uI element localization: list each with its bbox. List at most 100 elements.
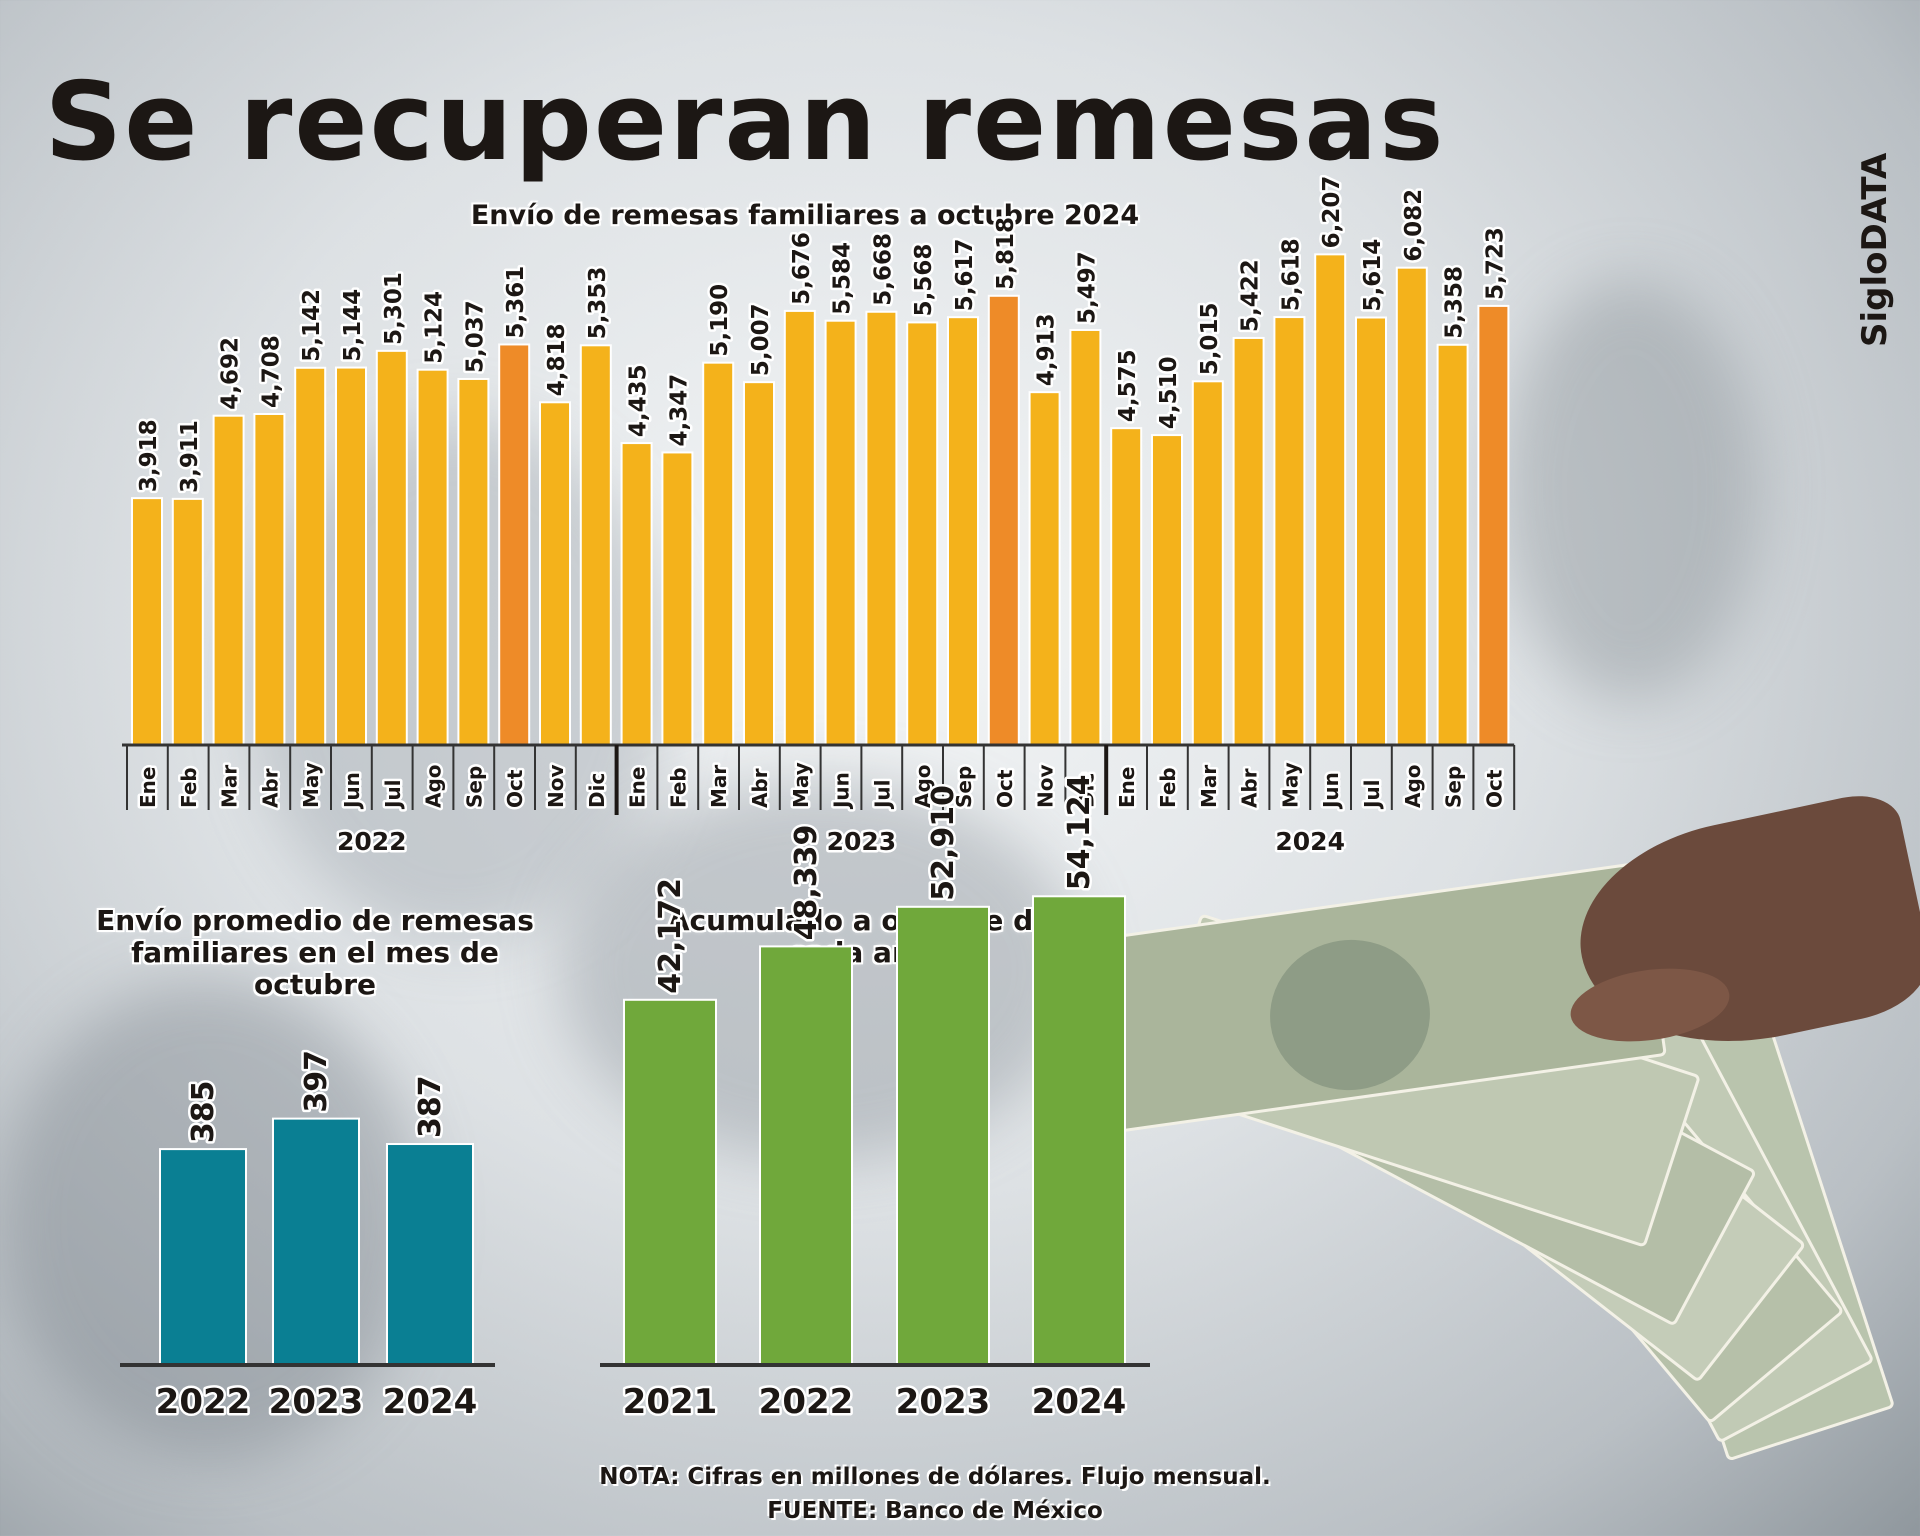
month-tick-label: Ago [422, 764, 446, 808]
monthly-bar [1069, 328, 1102, 746]
monthly-value-label: 5,497 [1074, 251, 1100, 324]
monthly-value-label: 5,818 [993, 217, 1019, 290]
month-tick-label: Sep [1442, 766, 1466, 808]
monthly-value-label: 5,568 [911, 244, 937, 317]
background-blur-shape [1500, 280, 1760, 700]
monthly-bar [1314, 253, 1347, 747]
monthly-bar [1110, 427, 1143, 746]
month-tick-label: May [299, 762, 323, 808]
monthly-bar [457, 377, 490, 746]
monthly-value-label: 5,614 [1360, 239, 1386, 312]
monthly-bar [1477, 304, 1510, 746]
monthly-value-label: 5,617 [952, 238, 978, 311]
monthly-value-label: 5,723 [1482, 227, 1508, 300]
monthly-bar [1436, 343, 1469, 746]
average-chart-title-line: Envío promedio de remesas [96, 904, 534, 937]
month-tick-label: Mar [218, 765, 242, 808]
year-group-label: 2023 [827, 827, 897, 856]
month-tick-label: Sep [462, 766, 486, 808]
monthly-value-label: 6,082 [1401, 189, 1427, 262]
cumulative-year-label: 2021 [623, 1382, 718, 1422]
monthly-chart-title: Envío de remesas familiares a octubre 20… [470, 200, 1140, 231]
monthly-value-label: 5,037 [462, 300, 488, 373]
monthly-value-label: 5,668 [870, 233, 896, 306]
month-tick-label: Nov [544, 764, 568, 808]
month-tick-label: Nov [1034, 764, 1058, 808]
month-tick-label: Abr [748, 768, 772, 808]
monthly-value-label: 4,435 [626, 364, 652, 437]
average-year-label: 2024 [383, 1382, 478, 1422]
monthly-bar [661, 451, 694, 746]
monthly-value-label: 5,124 [422, 291, 448, 364]
month-tick-label: Jun [340, 772, 364, 810]
month-tick-label: Oct [503, 769, 527, 808]
month-tick-label: Ago [1401, 764, 1425, 808]
cumulative-bar [1032, 895, 1126, 1366]
footnotes: NOTA: Cifras en millones de dólares. Flu… [0, 1460, 1870, 1528]
page-title: Se recuperan remesas [44, 60, 1446, 185]
note-text: NOTA: Cifras en millones de dólares. Flu… [599, 1464, 1271, 1490]
cumulative-value-label: 52,910 [926, 785, 961, 901]
monthly-bar [620, 442, 653, 746]
monthly-value-label: 5,007 [748, 303, 774, 376]
year-group-label: 2024 [1275, 827, 1345, 856]
cumulative-value-label: 48,339 [789, 825, 824, 941]
cumulative-bar [759, 945, 853, 1367]
monthly-bar [987, 294, 1020, 746]
monthly-value-label: 5,422 [1238, 259, 1264, 332]
month-tick-label: Mar [707, 765, 731, 808]
average-value-label: 397 [299, 1050, 334, 1113]
month-tick-label: May [789, 762, 813, 808]
monthly-bar [294, 366, 327, 746]
month-tick-label: Dic [585, 773, 609, 808]
month-tick-label: Mar [1197, 765, 1221, 808]
average-bar [386, 1143, 474, 1367]
month-tick-label: Ene [136, 767, 160, 808]
average-year-label: 2022 [156, 1382, 251, 1422]
cumulative-bar [623, 998, 717, 1366]
monthly-value-label: 4,692 [218, 337, 244, 410]
monthly-bar [783, 309, 816, 746]
monthly-bar [702, 361, 735, 746]
monthly-bar [1191, 380, 1224, 746]
month-tick-label: Jul [870, 779, 894, 810]
monthly-value-label: 5,015 [1197, 303, 1223, 376]
monthly-value-label: 5,358 [1442, 266, 1468, 339]
monthly-bar [375, 349, 408, 746]
average-year-label: 2023 [269, 1382, 364, 1422]
average-chart-title-line: familiares en el mes de octubre [131, 936, 499, 1001]
month-tick-label: Feb [1156, 767, 1180, 808]
monthly-value-label: 4,708 [258, 335, 284, 408]
monthly-value-label: 3,911 [177, 420, 203, 493]
average-value-label: 385 [186, 1080, 221, 1143]
month-tick-label: Jun [830, 772, 854, 810]
cumulative-year-label: 2023 [896, 1382, 991, 1422]
monthly-value-label: 5,584 [830, 242, 856, 315]
monthly-bar [743, 381, 775, 746]
cumulative-year-label: 2022 [759, 1382, 854, 1422]
monthly-bar [1273, 316, 1306, 746]
monthly-value-label: 4,510 [1156, 356, 1182, 429]
monthly-value-label: 4,818 [544, 324, 570, 397]
monthly-value-label: 6,207 [1319, 176, 1345, 249]
average-chart-title: Envío promedio de remesas familiares en … [70, 905, 560, 1001]
monthly-value-label: 5,144 [340, 289, 366, 362]
month-tick-label: Abr [258, 768, 282, 808]
cumulative-value-label: 54,124 [1062, 775, 1097, 891]
month-tick-label: Ene [626, 767, 650, 808]
monthly-bar [947, 316, 979, 746]
monthly-value-label: 4,913 [1034, 313, 1060, 386]
monthly-value-label: 4,347 [666, 374, 692, 447]
monthly-value-label: 5,361 [503, 266, 529, 339]
month-tick-label: Feb [666, 767, 690, 808]
monthly-bar [539, 401, 571, 746]
monthly-bar [171, 497, 204, 747]
monthly-bar [498, 343, 531, 746]
month-tick-label: Ago [911, 764, 935, 808]
monthly-bar [1232, 336, 1265, 746]
month-tick-label: Feb [177, 767, 201, 808]
monthly-value-label: 5,353 [585, 267, 611, 340]
source-text: FUENTE: Banco de México [767, 1498, 1103, 1524]
monthly-value-label: 3,918 [136, 419, 162, 492]
monthly-bar [579, 344, 612, 746]
